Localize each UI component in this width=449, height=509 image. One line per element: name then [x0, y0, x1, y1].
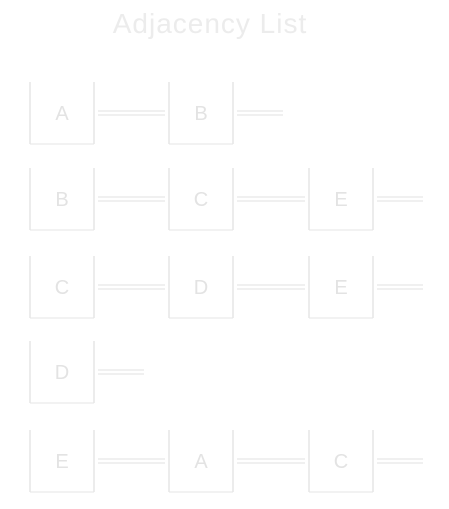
row-1-head-node-label: B — [55, 189, 68, 211]
row-2-head-node-label: C — [55, 277, 69, 299]
row-0-head-node-label: A — [55, 103, 69, 125]
diagram-title: Adjacency List — [112, 8, 308, 39]
row-4-neighbor-1-label: C — [334, 451, 348, 473]
row-1-neighbor-1-label: E — [334, 189, 347, 211]
row-0-neighbor-0-label: B — [194, 103, 207, 125]
row-4-head-node-label: E — [55, 451, 68, 473]
row-3-head-node-label: D — [55, 362, 69, 384]
row-1-neighbor-0-label: C — [194, 189, 208, 211]
row-2-neighbor-0-label: D — [194, 277, 208, 299]
row-2-neighbor-1-label: E — [334, 277, 347, 299]
row-4-neighbor-0-label: A — [194, 451, 208, 473]
